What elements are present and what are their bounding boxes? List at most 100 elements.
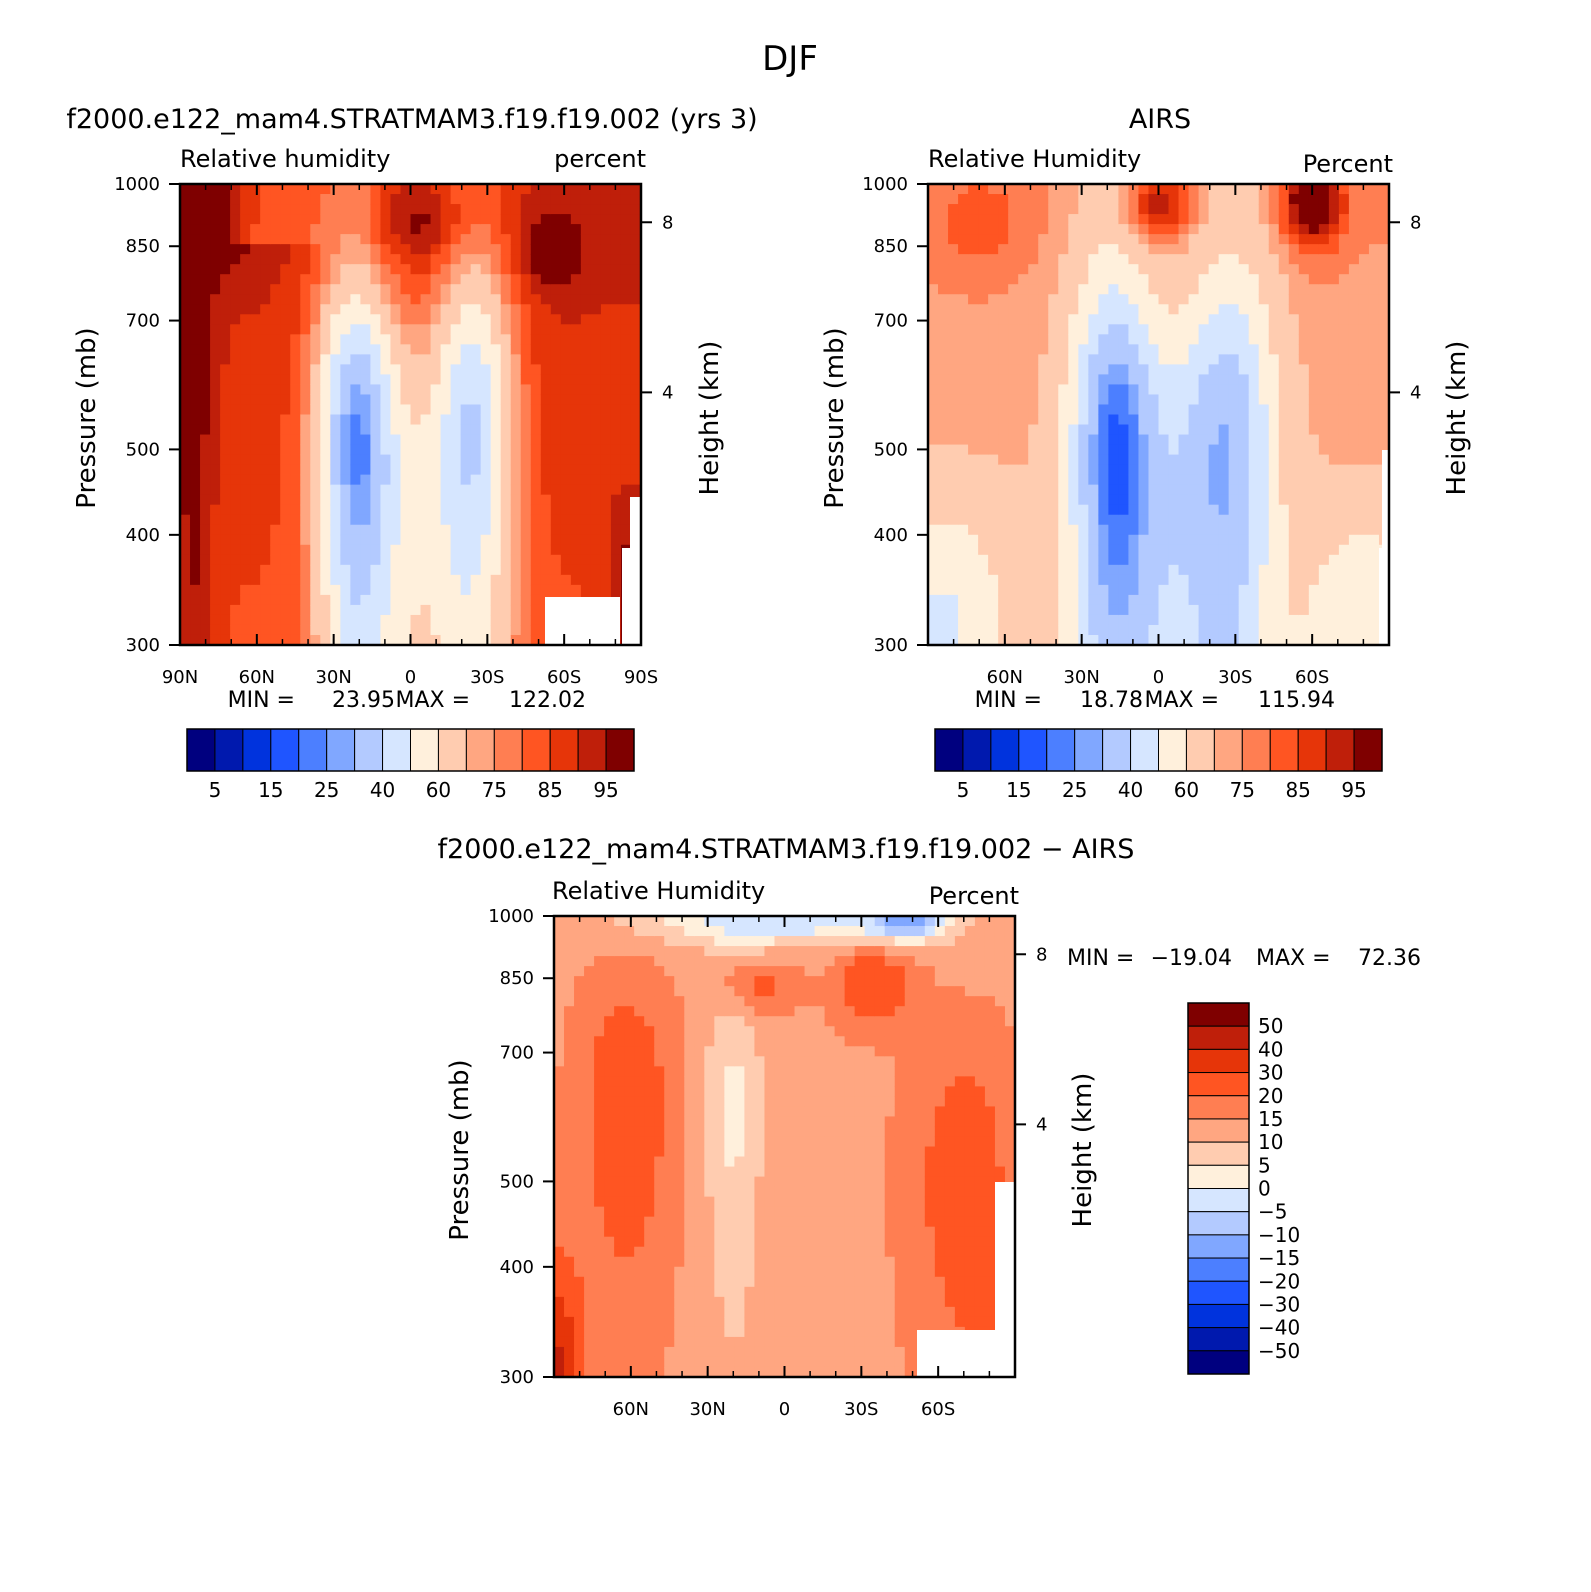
contour-cell xyxy=(1138,435,1149,446)
contour-cell xyxy=(1319,334,1330,345)
contour-cell xyxy=(561,244,572,255)
contour-cell xyxy=(1229,475,1240,486)
contour-cell xyxy=(320,595,331,606)
contour-cell xyxy=(1038,374,1049,385)
contour-cell xyxy=(370,485,381,496)
contour-cell xyxy=(260,505,271,516)
contour-cell xyxy=(1289,515,1300,526)
contour-cell xyxy=(1359,344,1370,355)
contour-cell xyxy=(260,555,271,566)
contour-cell xyxy=(1219,625,1230,636)
contour-cell xyxy=(531,525,542,536)
contour-cell xyxy=(1018,485,1029,496)
contour-cell xyxy=(340,625,351,636)
contour-cell xyxy=(654,1237,665,1248)
contour-cell xyxy=(220,384,231,395)
contour-cell xyxy=(350,364,361,375)
contour-cell xyxy=(441,254,452,265)
contour-cell xyxy=(200,234,211,245)
contour-cell xyxy=(564,976,575,987)
contour-cell xyxy=(1108,374,1119,385)
contour-cell xyxy=(1299,404,1310,415)
contour-cell xyxy=(1229,505,1240,516)
contour-cell xyxy=(614,1207,625,1218)
contour-cell xyxy=(330,595,341,606)
contour-cell xyxy=(380,334,391,345)
contour-cell xyxy=(1349,314,1360,325)
contour-cell xyxy=(1028,214,1039,225)
contour-cell xyxy=(551,344,562,355)
contour-cell xyxy=(1299,425,1310,436)
contour-cell xyxy=(998,364,1009,375)
contour-cell xyxy=(210,475,221,486)
contour-cell xyxy=(1088,204,1099,215)
contour-cell xyxy=(1199,184,1210,195)
contour-cell xyxy=(1128,244,1139,255)
contour-cell xyxy=(541,394,552,405)
contour-cell xyxy=(1249,294,1260,305)
contour-cell xyxy=(1329,364,1340,375)
contour-cell xyxy=(1028,625,1039,636)
contour-cell xyxy=(1349,435,1360,446)
contour-cell xyxy=(280,374,291,385)
contour-cell xyxy=(634,1147,645,1158)
contour-cell xyxy=(998,465,1009,476)
contour-cell xyxy=(1018,404,1029,415)
contour-cell xyxy=(958,224,969,235)
contour-cell xyxy=(1289,274,1300,285)
contour-cell xyxy=(968,224,979,235)
contour-cell xyxy=(1098,314,1109,325)
contour-cell xyxy=(614,1136,625,1147)
contour-cell xyxy=(350,204,361,215)
contour-cell xyxy=(1219,284,1230,295)
contour-cell xyxy=(978,194,989,205)
contour-cell xyxy=(1259,605,1270,616)
contour-cell xyxy=(601,274,612,285)
contour-cell xyxy=(1199,555,1210,566)
contour-cell xyxy=(1058,525,1069,536)
contour-cell xyxy=(1098,435,1109,446)
contour-cell xyxy=(1008,615,1019,626)
contour-cell xyxy=(1108,565,1119,576)
panel-airs: AIRS Relative Humidity Percent Pressure … xyxy=(820,104,1472,802)
contour-cell xyxy=(928,465,939,476)
contour-cell xyxy=(350,575,361,586)
contour-cell xyxy=(1048,194,1059,205)
contour-cell xyxy=(210,505,221,516)
contour-cell xyxy=(180,184,191,195)
contour-cell xyxy=(1219,204,1230,215)
contour-cell xyxy=(1138,595,1149,606)
contour-cell xyxy=(320,184,331,195)
contour-cell xyxy=(260,415,271,426)
contour-cell xyxy=(1349,545,1360,556)
contour-cell xyxy=(370,404,381,415)
contour-cell xyxy=(1128,475,1139,486)
contour-cell xyxy=(190,545,201,556)
contour-cell xyxy=(411,254,422,265)
contour-cell xyxy=(501,435,512,446)
contour-cell xyxy=(571,425,582,436)
contour-cell xyxy=(300,314,311,325)
contour-cell xyxy=(554,986,565,997)
contour-cell xyxy=(330,495,341,506)
contour-cell xyxy=(1108,425,1119,436)
contour-cell xyxy=(421,445,432,456)
contour-cell xyxy=(1219,404,1230,415)
contour-cell xyxy=(621,425,632,436)
contour-cell xyxy=(431,374,442,385)
contour-cell xyxy=(320,425,331,436)
contour-cell xyxy=(938,214,949,225)
contour-cell xyxy=(471,545,482,556)
contour-cell xyxy=(1229,184,1240,195)
contour-cell xyxy=(200,394,211,405)
contour-cell xyxy=(1008,475,1019,486)
contour-cell xyxy=(581,284,592,295)
contour-cell xyxy=(280,334,291,345)
contour-cell xyxy=(1179,525,1190,536)
contour-cell xyxy=(400,485,411,496)
contour-cell xyxy=(280,344,291,355)
contour-cell xyxy=(310,415,321,426)
contour-cell xyxy=(1219,595,1230,606)
contour-cell xyxy=(340,194,351,205)
contour-cell xyxy=(521,284,532,295)
